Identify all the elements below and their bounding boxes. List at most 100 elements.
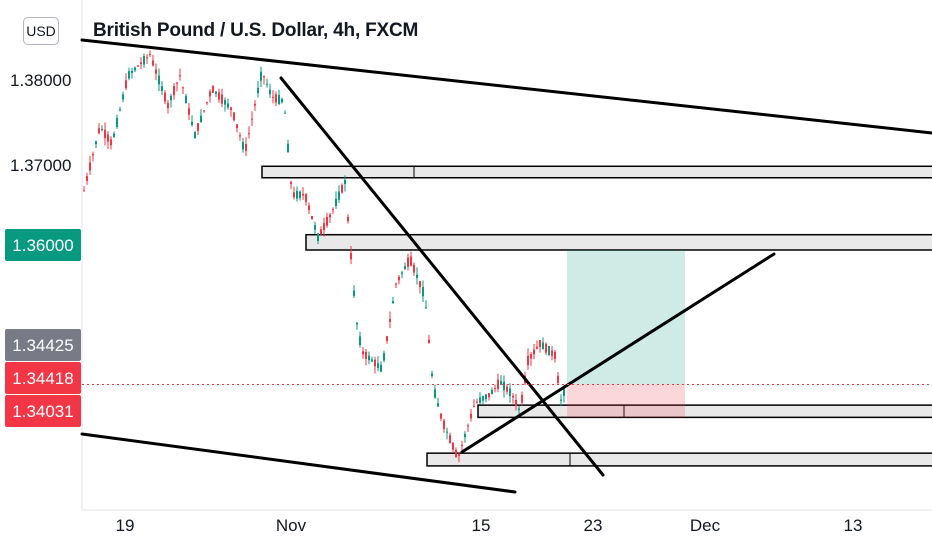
candle-body — [263, 76, 265, 78]
candle-body — [401, 272, 403, 274]
candle-body — [302, 193, 304, 196]
candle-body — [479, 397, 481, 403]
candle-body — [476, 401, 478, 403]
candle-body — [212, 86, 214, 93]
candle-body — [104, 129, 106, 139]
candle-body — [275, 94, 277, 103]
candle-body — [272, 96, 274, 98]
candle-body — [437, 403, 439, 407]
candle-body — [242, 141, 244, 150]
candle-body — [425, 307, 427, 309]
candle-body — [194, 132, 196, 139]
candle-body — [560, 399, 562, 401]
candle-body — [200, 115, 202, 122]
candle-body — [116, 117, 118, 128]
price-badge-label: 1.36000 — [12, 236, 73, 255]
candle-body — [209, 91, 211, 97]
candle-body — [299, 191, 301, 198]
candle-body — [170, 95, 172, 101]
loss-zone — [567, 384, 685, 418]
candle-body — [185, 95, 187, 104]
candle-body — [554, 351, 556, 360]
candle-body — [455, 449, 457, 458]
candle-body — [131, 70, 133, 73]
candle-body — [308, 205, 310, 211]
candle-body — [503, 381, 505, 391]
candle-body — [383, 353, 385, 361]
x-tick-label: 19 — [116, 516, 135, 535]
candle-body — [92, 153, 94, 156]
candle-body — [239, 135, 241, 137]
candle-body — [245, 143, 247, 152]
candle-body — [410, 256, 412, 266]
candle-body — [311, 216, 313, 220]
candle-body — [101, 129, 103, 131]
candle-body — [326, 216, 328, 226]
candle-body — [506, 386, 508, 392]
candle-body — [227, 103, 229, 108]
candle-body — [206, 102, 208, 104]
candle-body — [317, 233, 319, 241]
candle-body — [122, 94, 124, 100]
price-badge-label: 1.34031 — [12, 402, 73, 421]
candle-body — [152, 60, 154, 66]
candle-body — [350, 252, 352, 260]
upper-channel-line — [80, 38, 932, 135]
candle-body — [362, 351, 364, 355]
currency-button[interactable]: USD — [23, 17, 59, 45]
price-badge — [5, 362, 81, 394]
candle-body — [179, 75, 181, 77]
candle-body — [338, 191, 340, 200]
candle-body — [428, 339, 430, 344]
candle-body — [140, 62, 142, 65]
horizontal-zone — [426, 452, 932, 467]
candle-body — [176, 82, 178, 84]
candle-body — [386, 336, 388, 342]
candle-body — [143, 56, 145, 65]
price-badge-label: 1.34425 — [12, 336, 73, 355]
candle-body — [320, 229, 322, 235]
candle-body — [86, 176, 88, 181]
candle-body — [221, 94, 223, 104]
candle-body — [359, 336, 361, 345]
candle-body — [269, 89, 271, 95]
candle-body — [518, 408, 520, 411]
x-tick-label: 15 — [472, 516, 491, 535]
candle-body — [515, 399, 517, 407]
candle-body — [167, 102, 169, 109]
price-badge — [5, 329, 81, 361]
candle-body — [470, 413, 472, 419]
candle-body — [287, 143, 289, 153]
y-tick-label: 1.37000 — [10, 156, 71, 175]
candle-body — [404, 266, 406, 270]
candle-body — [149, 54, 151, 56]
candle-body — [380, 364, 382, 372]
candle-body — [542, 342, 544, 350]
x-tick-label: Nov — [276, 516, 307, 535]
candle-body — [329, 214, 331, 218]
candle-body — [248, 133, 250, 135]
candle-body — [146, 57, 148, 59]
candle-body — [533, 349, 535, 355]
candle-body — [473, 405, 475, 407]
candle-body — [347, 216, 349, 222]
candle-body — [440, 413, 442, 419]
candle-body — [314, 225, 316, 230]
candle-body — [197, 123, 199, 131]
candle-body — [191, 121, 193, 125]
candle-body — [374, 359, 376, 367]
candle-body — [458, 454, 460, 456]
candle-body — [467, 425, 469, 427]
candle-body — [332, 209, 334, 211]
candle-body — [413, 264, 415, 273]
candle-body — [551, 350, 553, 356]
candle-body — [230, 107, 232, 111]
candle-body — [98, 128, 100, 134]
candle-body — [260, 71, 262, 81]
candle-body — [434, 389, 436, 398]
price-badge — [5, 229, 81, 261]
candle-body — [323, 223, 325, 231]
candle-body — [155, 69, 157, 74]
candle-body — [95, 141, 97, 145]
